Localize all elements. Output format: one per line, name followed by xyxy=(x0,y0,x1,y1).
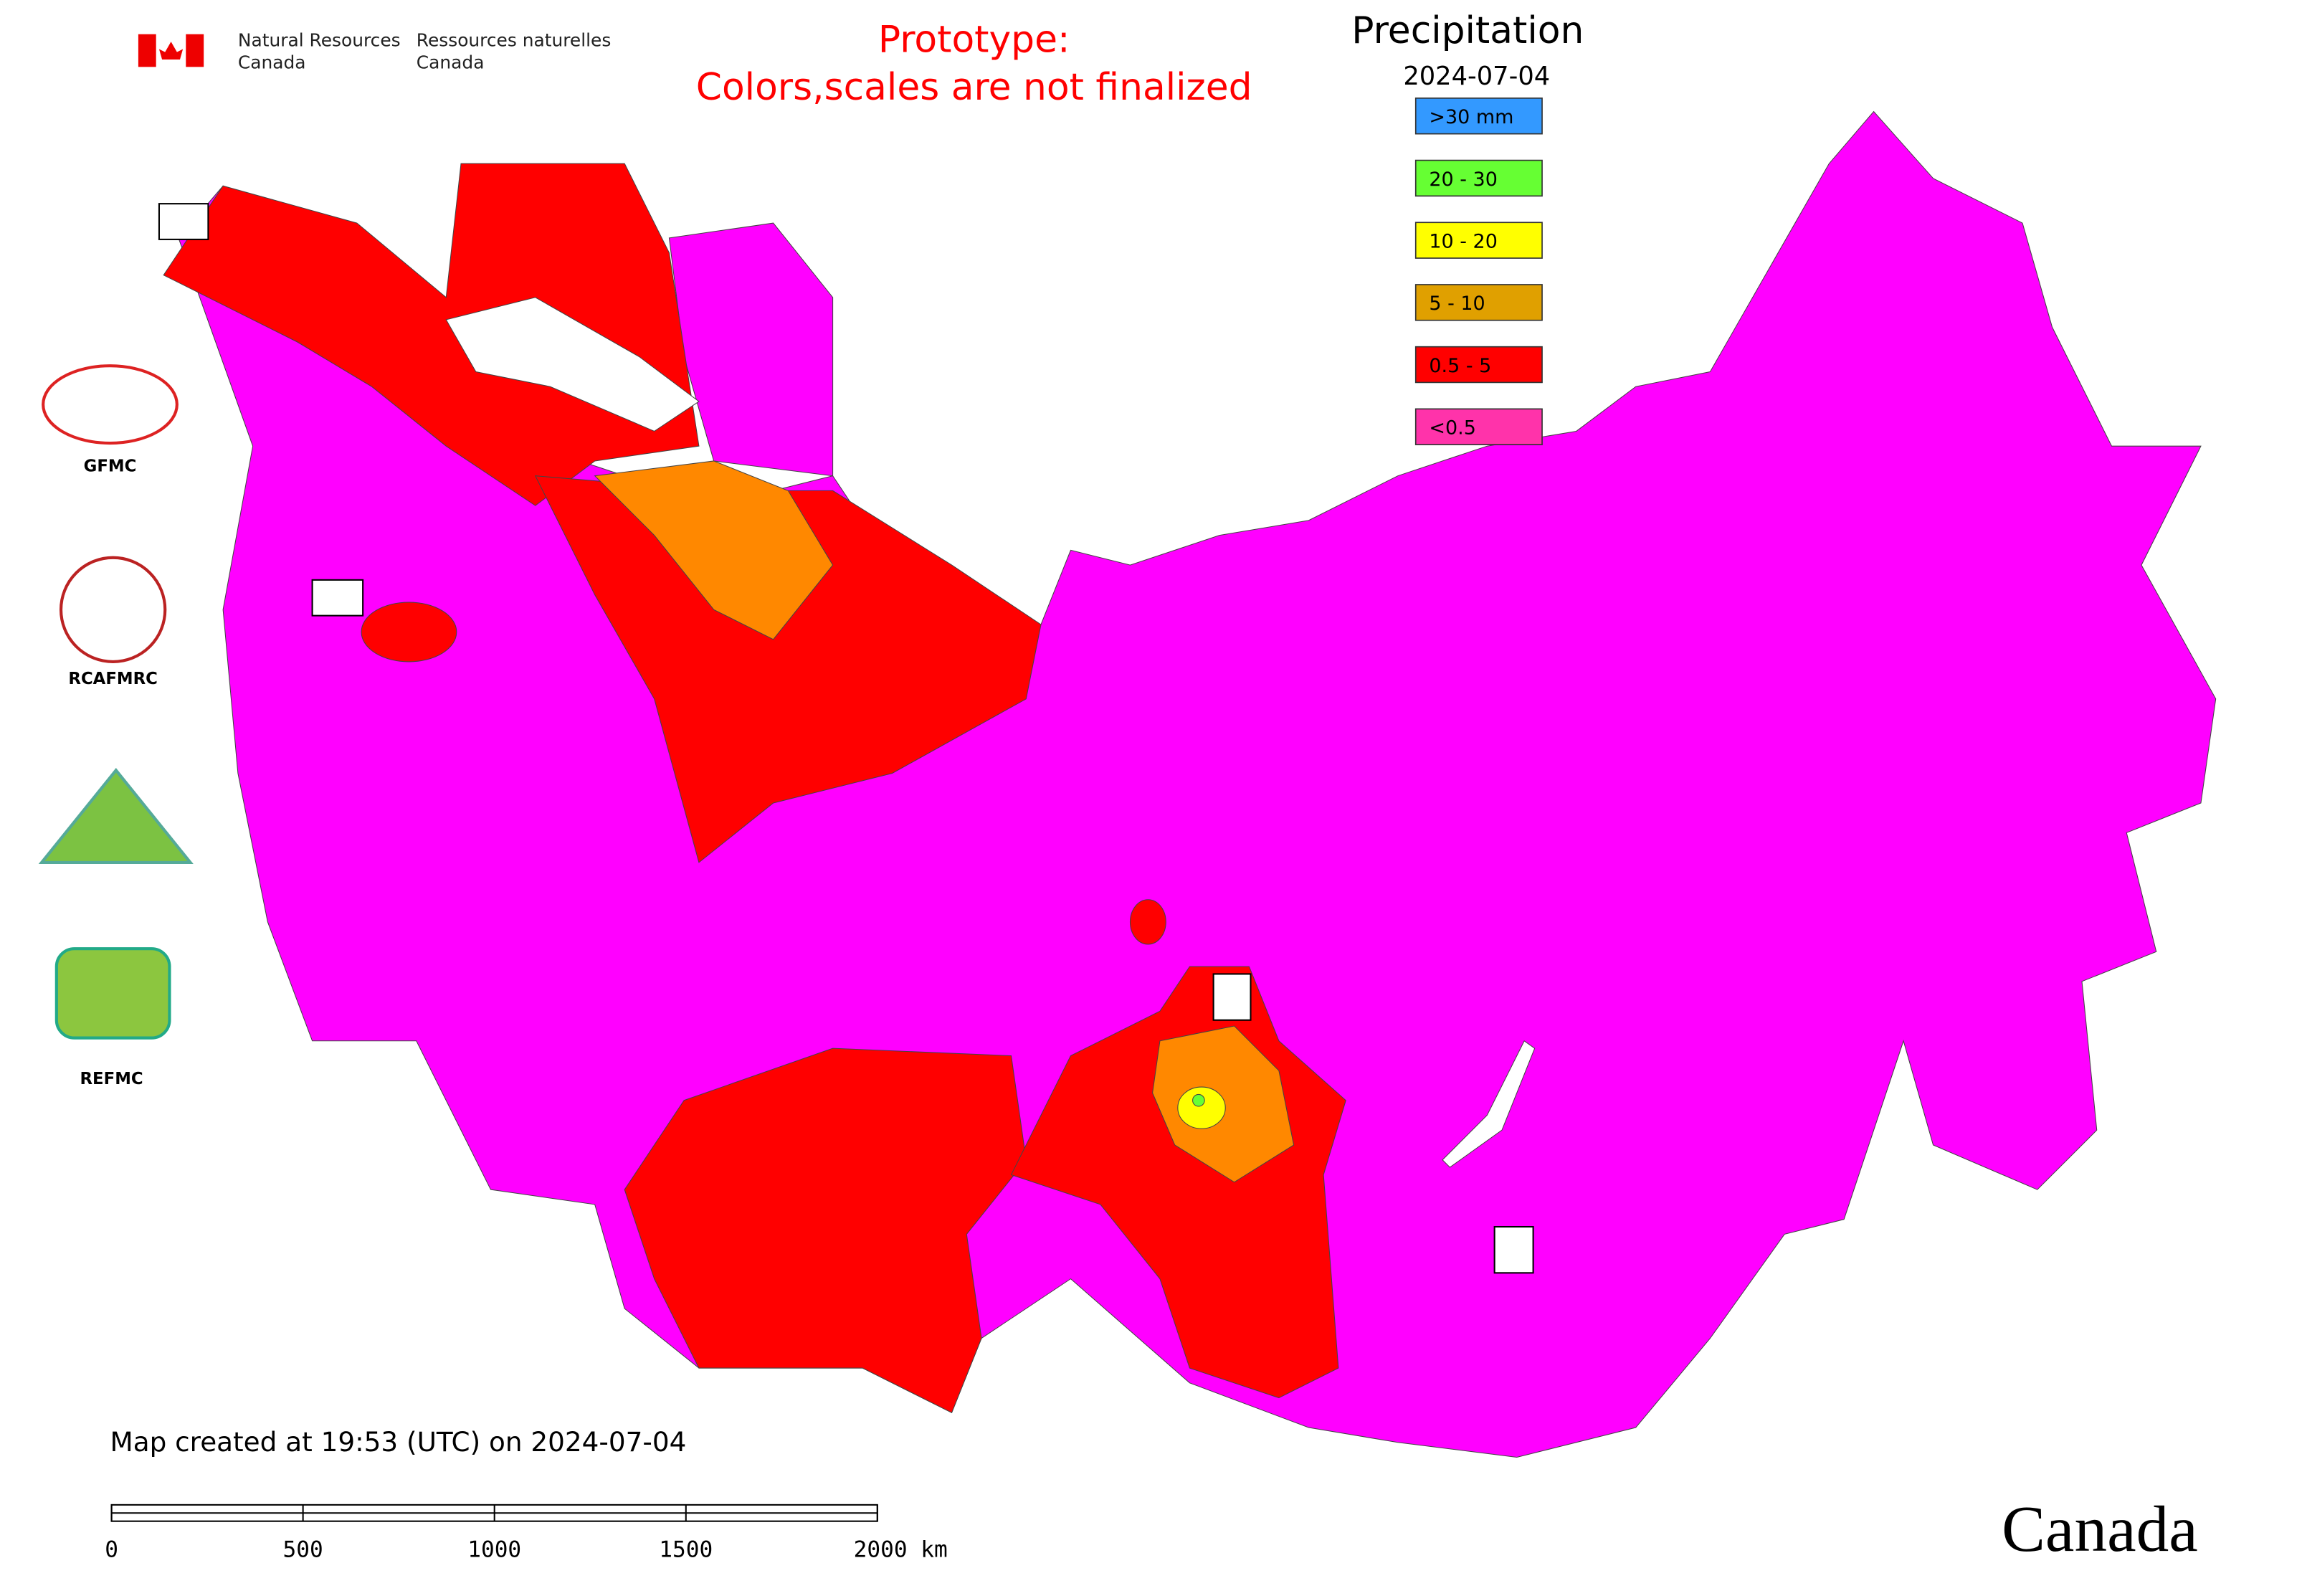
logo xyxy=(54,947,171,1040)
legend-label: <0.5 xyxy=(1429,417,1475,440)
legend-swatch xyxy=(1414,284,1543,321)
wordmark: Canada xyxy=(2002,1493,2198,1565)
region-orange xyxy=(594,460,834,640)
scale-bar: 0 500 1000 1500 2000 km xyxy=(105,1504,948,1562)
region-red-blob xyxy=(361,602,457,662)
stamp xyxy=(1212,973,1252,1021)
scale-label: 1000 xyxy=(467,1536,521,1562)
legend-label: 5 - 10 xyxy=(1429,293,1485,315)
lake-baikal xyxy=(1442,1040,1536,1168)
agency-text: Natural Resources xyxy=(238,29,401,50)
legend-label: 10 - 20 xyxy=(1429,231,1497,253)
legend-swatch xyxy=(1414,408,1543,445)
agency-text: Canada xyxy=(417,52,485,72)
scale-label: 500 xyxy=(283,1536,323,1562)
stamp xyxy=(158,203,209,240)
legend: >30 mm 20 - 30 10 - 20 5 - 10 0.5 - 5 <0.5 xyxy=(1414,98,1543,445)
prototype-note: Colors,scales are not finalized xyxy=(696,66,1252,109)
region-red-blob xyxy=(1129,899,1166,945)
legend-swatch xyxy=(1414,159,1543,197)
flag-band xyxy=(138,34,156,67)
flag-leaf xyxy=(158,42,184,60)
region-green xyxy=(1192,1093,1205,1107)
footer-text: Map created at 19:53 (UTC) on 2024-07-04 xyxy=(110,1426,686,1458)
logos xyxy=(38,364,194,1040)
legend-label: 0.5 - 5 xyxy=(1429,355,1491,377)
scale-label: 1500 xyxy=(659,1536,713,1562)
region-red-south xyxy=(624,1048,1027,1413)
legend-date: 2024-07-04 xyxy=(1403,62,1550,91)
legend-swatch xyxy=(1414,346,1543,384)
stamp xyxy=(311,579,364,617)
logo-label: GFMC xyxy=(84,457,137,475)
flag xyxy=(138,34,204,67)
white-sea xyxy=(445,297,700,432)
logo xyxy=(42,364,179,445)
agency-text: Canada xyxy=(238,52,306,72)
scale-label: 0 xyxy=(105,1536,118,1562)
legend-label: >30 mm xyxy=(1429,106,1513,128)
logo-label: RCAFMRC xyxy=(68,670,157,688)
logo xyxy=(38,768,194,864)
logo-stamps xyxy=(158,203,1534,1274)
map xyxy=(163,110,2217,1458)
stamp xyxy=(1493,1225,1534,1274)
logo xyxy=(59,556,167,663)
flag-band xyxy=(186,34,204,67)
prototype-note: Prototype: xyxy=(878,19,1070,62)
legend-swatch xyxy=(1414,98,1543,135)
scale-label: 2000 km xyxy=(854,1536,948,1562)
logo-label: REFMC xyxy=(80,1070,143,1088)
region-yellow xyxy=(1177,1086,1226,1129)
agency-text: Ressources naturelles xyxy=(417,29,612,50)
region-red-north xyxy=(163,163,700,506)
legend-title: Precipitation xyxy=(1351,9,1584,52)
legend-swatch xyxy=(1414,222,1543,259)
legend-label: 20 - 30 xyxy=(1429,168,1497,191)
region-red-russia xyxy=(534,475,1042,863)
